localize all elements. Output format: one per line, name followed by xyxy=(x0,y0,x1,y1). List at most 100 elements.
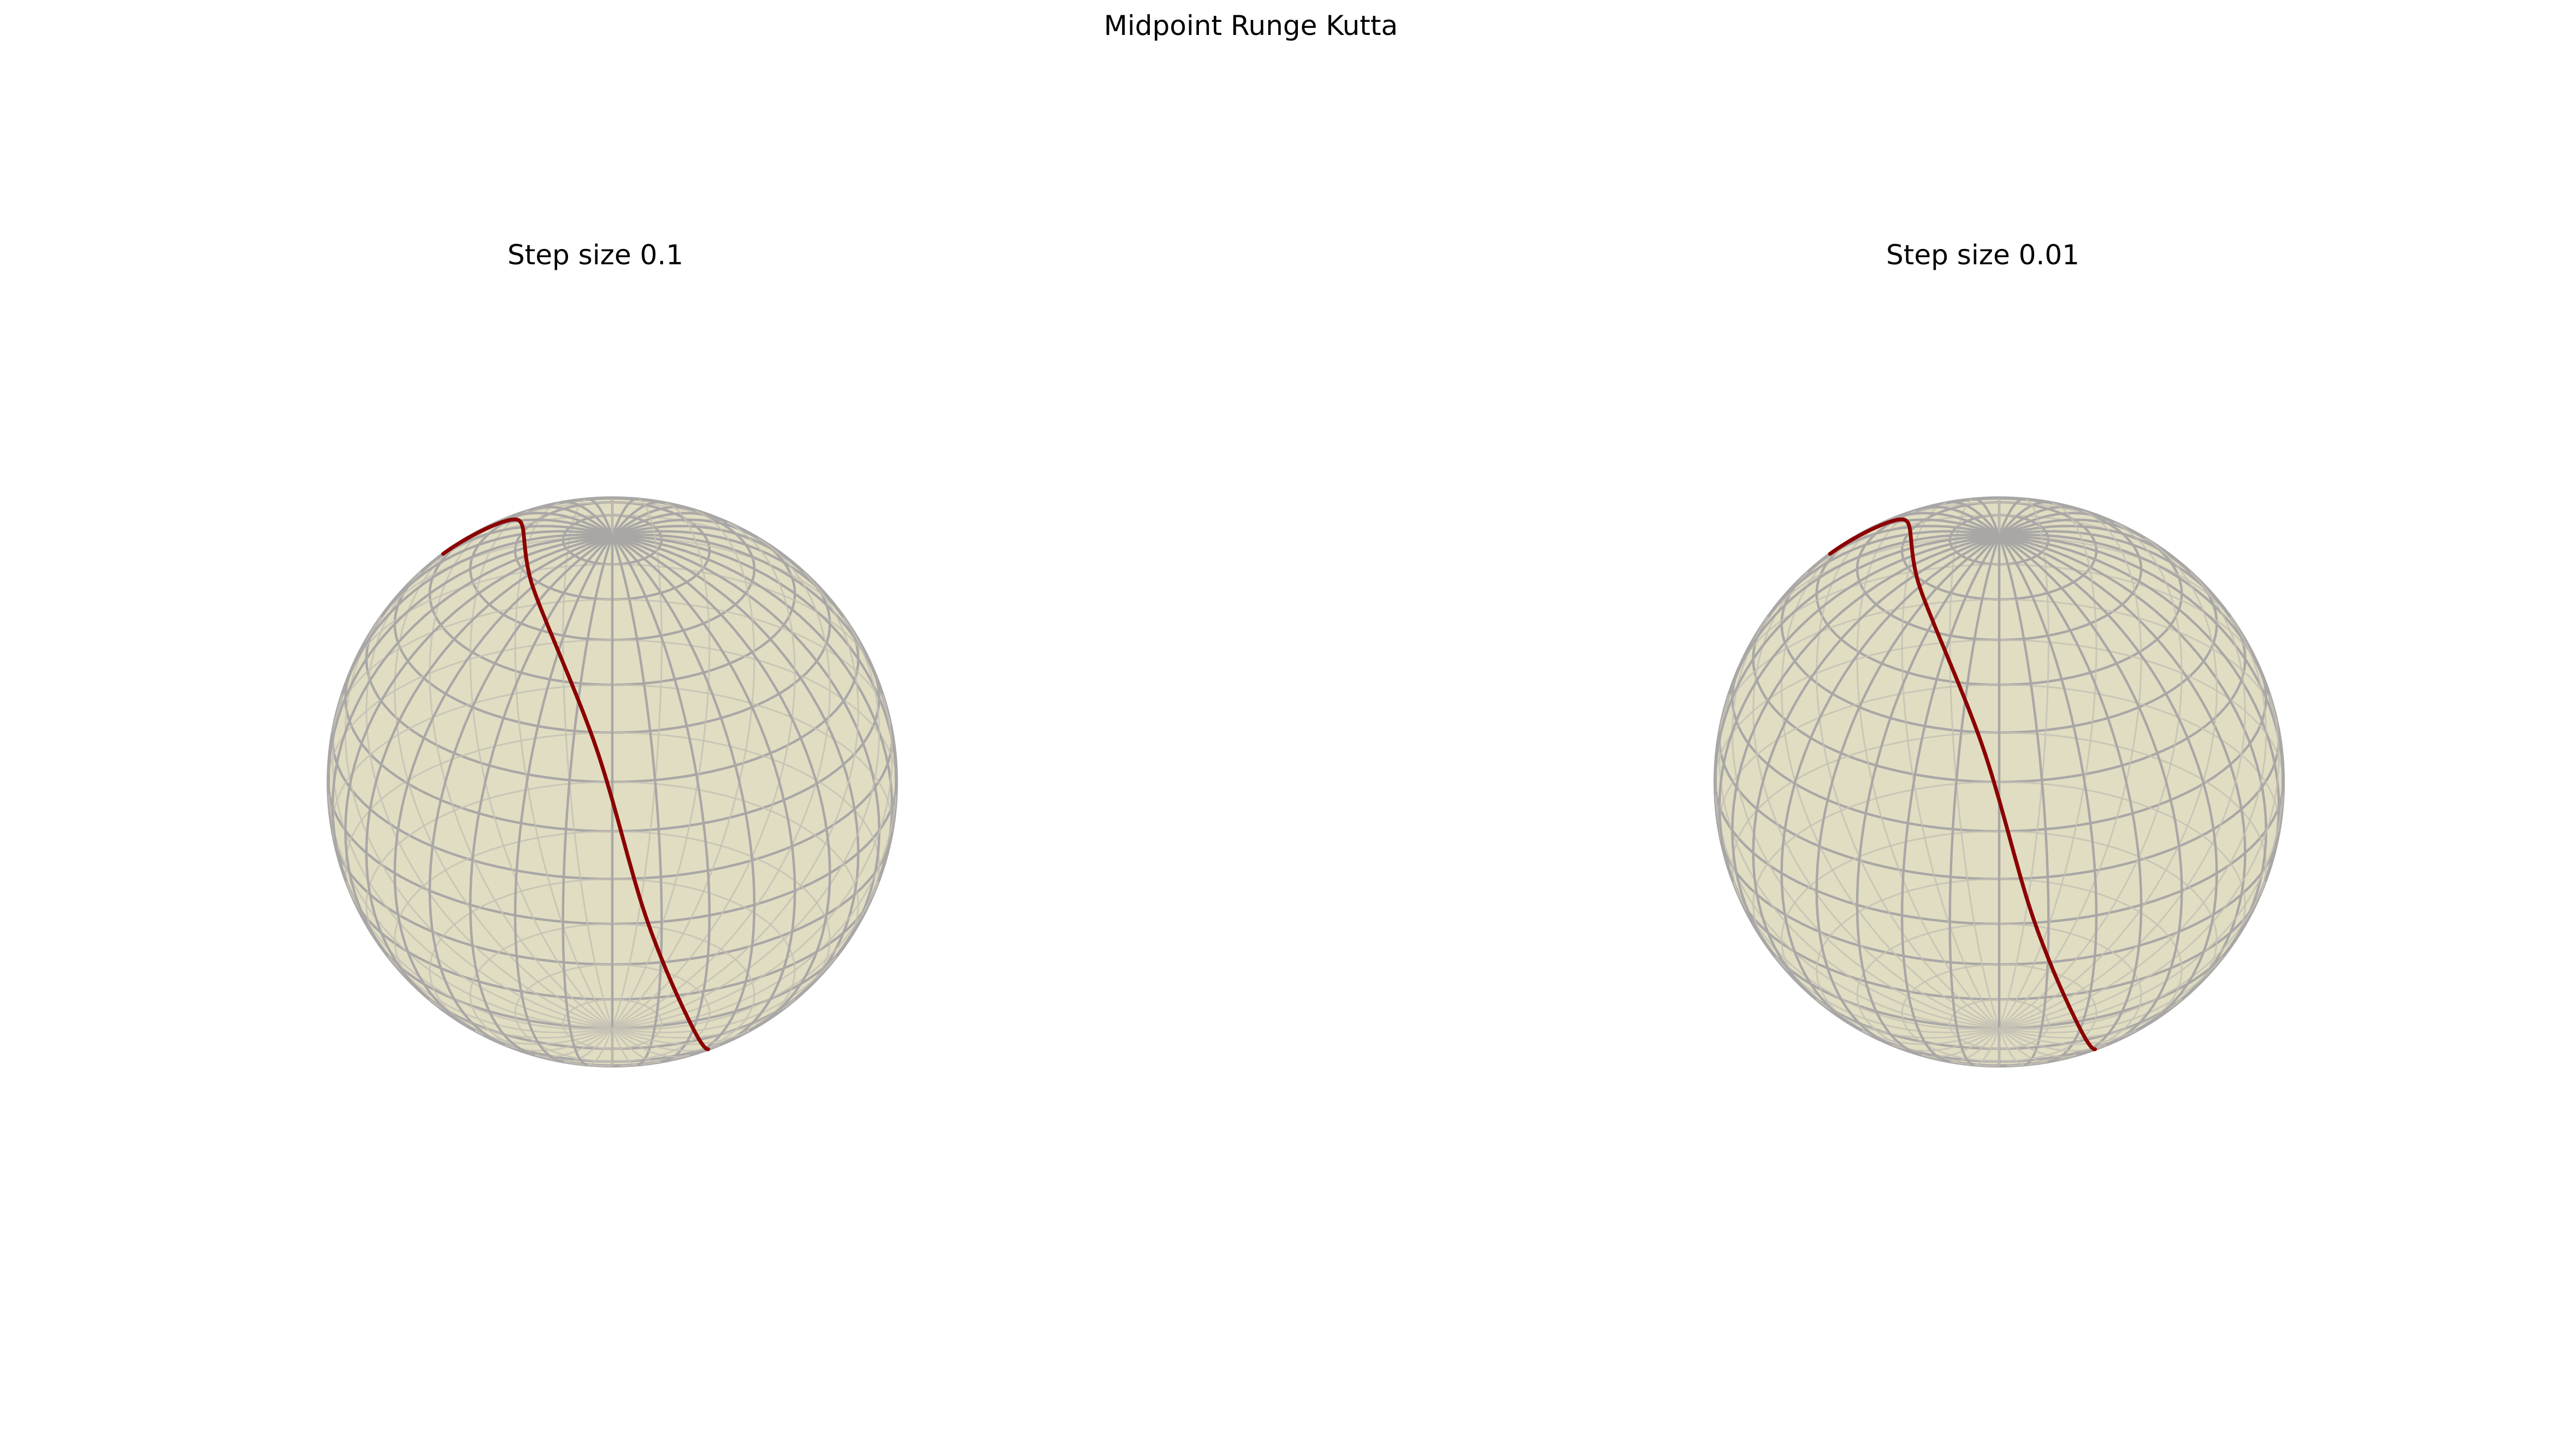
longitude-line xyxy=(1998,497,2026,537)
longitude-line xyxy=(1998,535,2098,1063)
longitude-line xyxy=(611,502,711,1029)
longitude-line xyxy=(1999,535,2218,1032)
longitude-line xyxy=(497,512,613,537)
longitude-line xyxy=(1856,509,2000,1029)
trajectory-segment xyxy=(441,517,518,556)
subplot-title-step-0.01: Step size 0.01 xyxy=(1886,239,2079,271)
longitude-line xyxy=(612,1027,690,1058)
longitude-line xyxy=(1752,571,2000,1029)
longitude-line xyxy=(341,533,613,695)
longitude-line xyxy=(469,509,613,1029)
latitude-line xyxy=(1719,598,2278,732)
latitude-line xyxy=(1781,830,2218,995)
trajectory-line xyxy=(1828,517,2097,1052)
longitude-line xyxy=(1998,512,2115,537)
longitude-line xyxy=(514,502,613,1029)
longitude-line xyxy=(1999,1027,2137,1045)
longitude-line xyxy=(469,535,613,1057)
latitude-line xyxy=(1714,639,2284,790)
longitude-line xyxy=(612,535,894,882)
longitude-line xyxy=(1856,535,2000,1057)
latitude-line xyxy=(1740,900,2231,1001)
sphere-grid xyxy=(327,496,898,1068)
longitude-line xyxy=(365,571,613,1029)
latitude-line xyxy=(1718,684,2280,840)
latitude-line xyxy=(1718,732,2242,881)
longitude-line xyxy=(345,881,613,1030)
longitude-line xyxy=(612,535,881,958)
longitude-line xyxy=(1998,499,2049,1028)
longitude-line xyxy=(611,1027,637,1066)
longitude-line xyxy=(1915,506,2000,537)
longitude-line xyxy=(1728,533,2000,695)
longitude-line xyxy=(1767,530,2000,618)
latitude-line xyxy=(332,684,893,840)
longitude-line xyxy=(612,521,796,1029)
longitude-line xyxy=(612,1027,750,1045)
longitude-line xyxy=(611,497,640,537)
longitude-line xyxy=(1998,1027,2048,1063)
trajectory-segment xyxy=(1901,517,2097,1052)
subplot-step-0.1: Step size 0.1 xyxy=(327,239,898,1068)
longitude-line xyxy=(1998,535,2050,1066)
longitude-line xyxy=(1998,502,2098,1029)
longitude-line xyxy=(1998,506,2083,537)
longitude-line xyxy=(562,535,614,1066)
longitude-line xyxy=(332,694,613,1029)
longitude-line xyxy=(611,1027,661,1063)
latitude-line xyxy=(1731,732,2267,901)
longitude-line xyxy=(1780,535,2000,1032)
longitude-line xyxy=(388,956,613,1034)
latitude-line xyxy=(394,830,831,995)
latitude-line xyxy=(1714,789,2246,926)
longitude-line xyxy=(1732,881,2000,1030)
longitude-line xyxy=(1731,535,2000,958)
trajectory-segment xyxy=(514,517,710,1052)
longitude-line xyxy=(612,1027,720,1052)
longitude-line xyxy=(612,694,893,1029)
longitude-line xyxy=(1999,1027,2107,1052)
longitude-line xyxy=(612,571,859,1029)
sphere-plot-step-0.01 xyxy=(1714,496,2285,1068)
longitude-line xyxy=(380,530,613,618)
longitude-line xyxy=(1998,501,2053,537)
longitude-line xyxy=(611,501,666,537)
longitude-line xyxy=(1714,535,2000,795)
subplot-title-step-0.1: Step size 0.1 xyxy=(507,239,683,271)
longitude-line xyxy=(611,506,696,537)
longitude-line xyxy=(611,535,796,1046)
longitude-line xyxy=(1999,571,2246,1029)
longitude-line xyxy=(1901,502,2000,1029)
longitude-line xyxy=(611,535,711,1063)
trajectory-line xyxy=(441,517,710,1052)
longitude-line xyxy=(611,509,755,1029)
longitude-line xyxy=(1752,535,2000,1000)
longitude-line xyxy=(611,535,663,1066)
longitude-line xyxy=(1781,537,2000,1029)
longitude-line xyxy=(1974,1027,2000,1066)
longitude-line xyxy=(394,537,613,1029)
longitude-line xyxy=(585,497,614,537)
figure-title: Midpoint Runge Kutta xyxy=(1104,10,1398,41)
latitude-line xyxy=(344,732,881,901)
longitude-line xyxy=(1816,521,2000,1029)
longitude-line xyxy=(611,512,728,537)
longitude-line xyxy=(611,499,663,1028)
latitude-line xyxy=(1816,878,2183,1036)
latitude-line xyxy=(344,669,844,833)
longitude-line xyxy=(1951,1027,2000,1063)
longitude-line xyxy=(611,535,756,1057)
sphere-plot-step-0.1 xyxy=(327,496,898,1068)
longitude-line xyxy=(1715,794,2000,1029)
trajectory-segment xyxy=(1828,517,1905,556)
latitude-line xyxy=(393,573,802,734)
longitude-line xyxy=(1998,535,2183,1046)
longitude-line xyxy=(1999,521,2183,1029)
longitude-line xyxy=(1999,956,2224,1034)
longitude-line xyxy=(1900,535,2000,1063)
longitude-line xyxy=(1946,501,2000,537)
longitude-line xyxy=(587,1027,613,1066)
latitude-line xyxy=(429,878,796,1036)
subplot-step-0.01: Step size 0.01 xyxy=(1714,239,2285,1068)
